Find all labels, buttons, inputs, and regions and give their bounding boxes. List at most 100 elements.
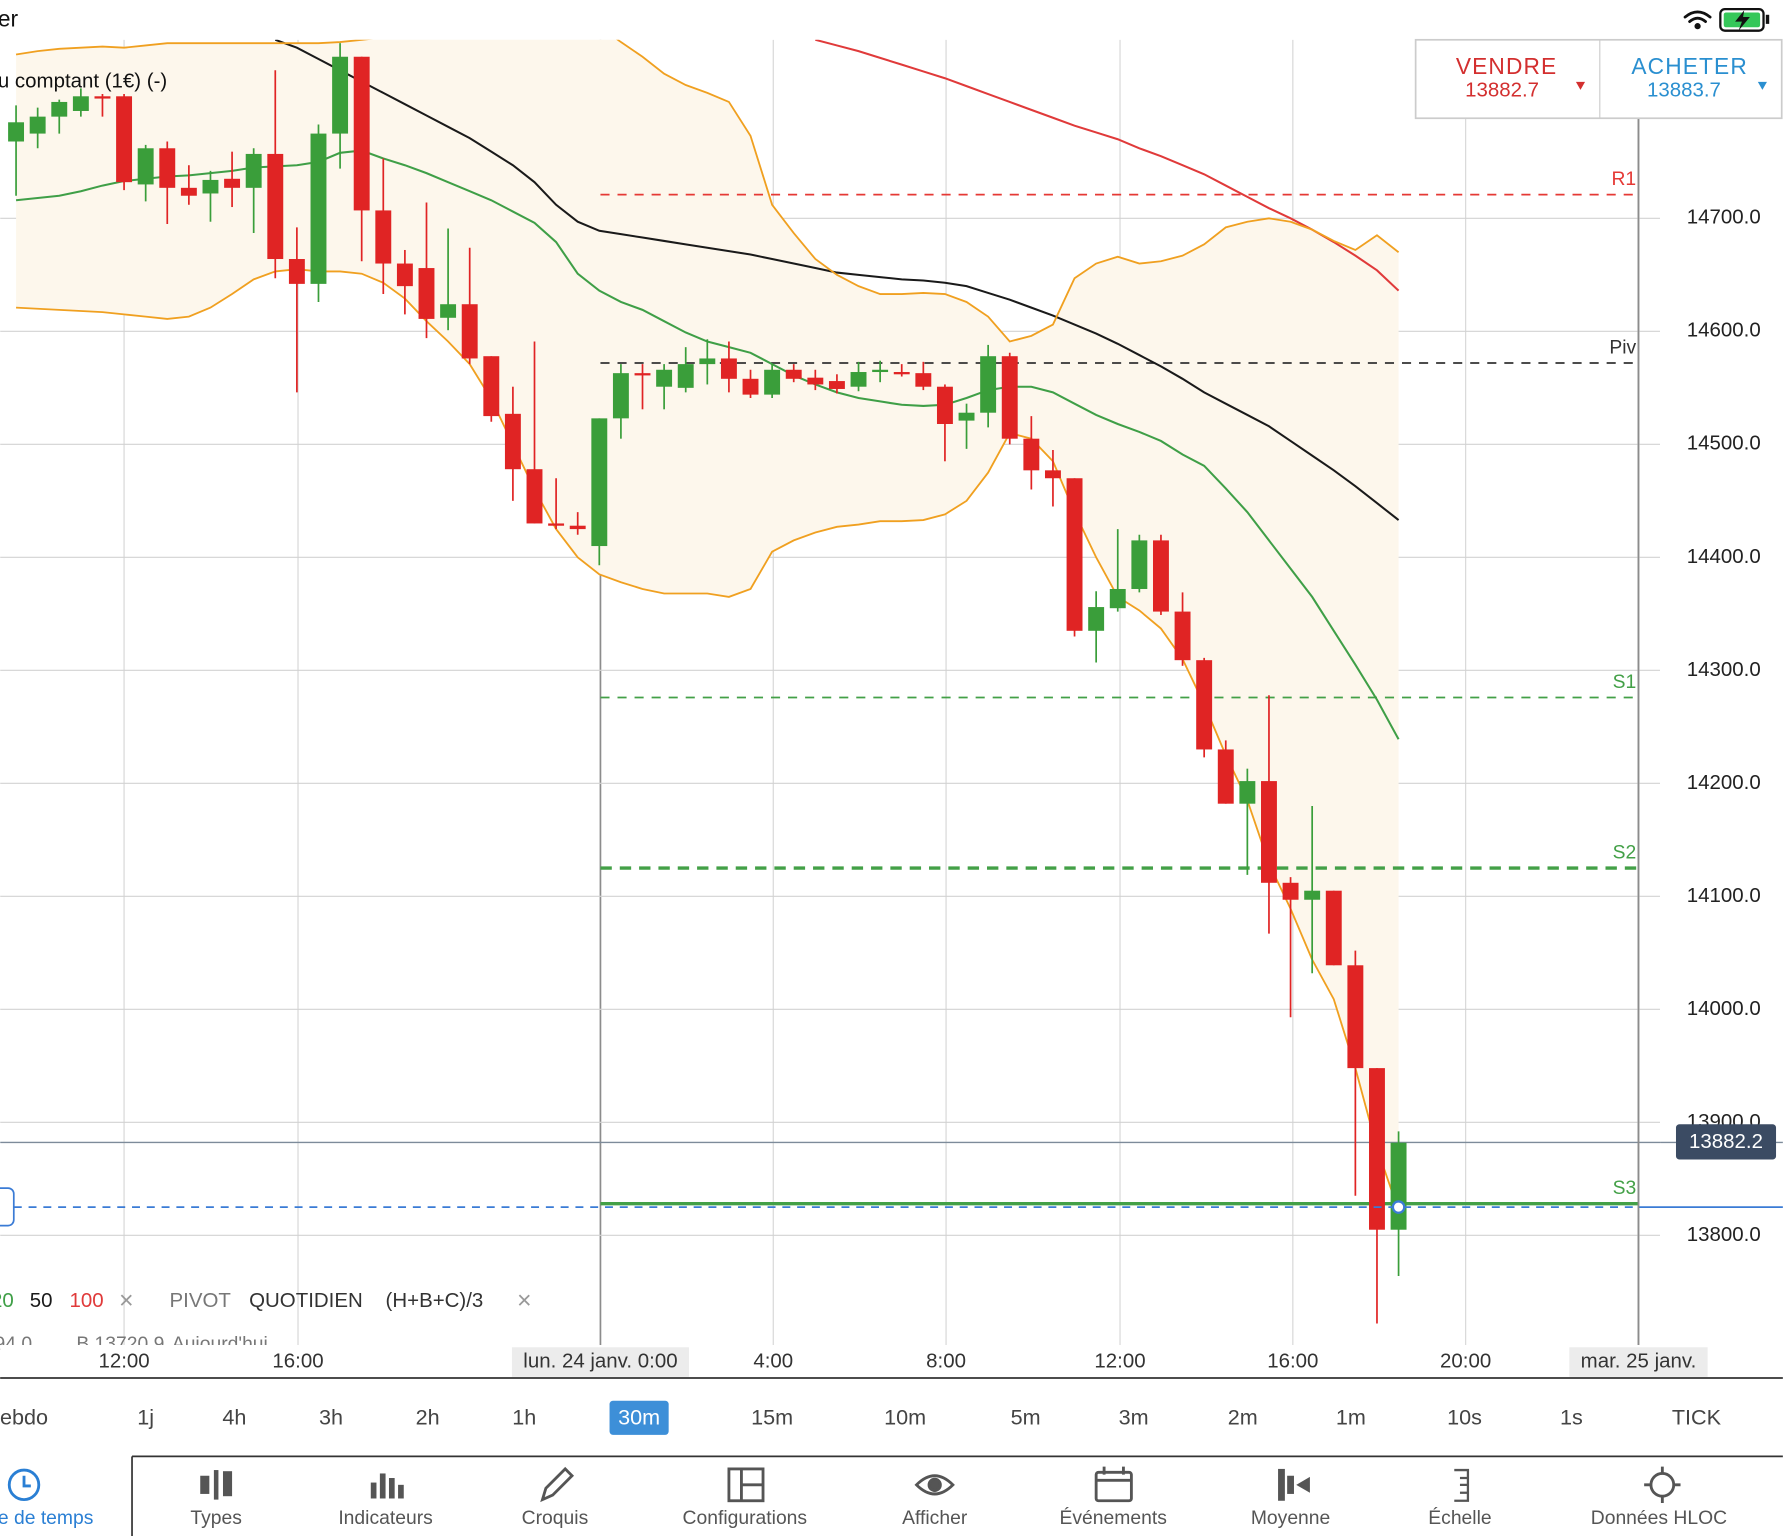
candle-body (1088, 607, 1105, 631)
timeframe-button[interactable]: 4h (222, 1405, 246, 1430)
timeframe-button[interactable]: 1j (137, 1405, 154, 1430)
sell-label[interactable]: VENDRE (1456, 53, 1558, 79)
candle-body (980, 356, 997, 413)
candle-body (461, 304, 478, 359)
timeframe-button[interactable]: 2h (416, 1405, 440, 1430)
candle-body (548, 523, 565, 526)
candle-body (1261, 781, 1277, 883)
x-tick-label: 8:00 (926, 1349, 966, 1372)
x-tick-label: 4:00 (753, 1349, 793, 1372)
candle-body (1044, 470, 1061, 479)
timeframe-button[interactable]: 1s (1560, 1405, 1583, 1430)
moving-average (274, 39, 1400, 521)
timeframe-button[interactable]: 1m (1336, 1405, 1366, 1430)
x-axis: 12:00 16:00 lun. 24 janv. 0:00 4:00 8:00 12:0… (0, 1344, 1783, 1379)
bollinger-band (16, 268, 1400, 1211)
pivot-label: S1 (1613, 672, 1637, 693)
candle-body (936, 386, 953, 425)
y-tick-label: 14100.0 (1687, 884, 1761, 907)
candle-body (958, 412, 975, 421)
wifi-icon (1683, 10, 1712, 30)
candle-body (1001, 356, 1018, 439)
axis-band (0, 1344, 1783, 1378)
candle-body (807, 377, 824, 385)
sell-price[interactable]: 13882.7 (1465, 78, 1539, 101)
buy-price[interactable]: 13883.7 (1647, 78, 1721, 101)
candle-body (828, 381, 845, 389)
candle-body (72, 96, 89, 111)
candle-body (742, 378, 759, 395)
scale-icon (1454, 1468, 1470, 1502)
remove-pivot[interactable]: × (517, 1286, 532, 1314)
candle-body (893, 372, 910, 375)
indicators-icon (370, 1473, 404, 1499)
timeframe-selected (609, 1400, 669, 1435)
timeframe-button[interactable]: 30m (618, 1405, 660, 1430)
pivot-label: PIVOT (170, 1289, 232, 1312)
candle-body (94, 96, 111, 99)
timeframe-button[interactable]: TICK (1672, 1405, 1722, 1430)
candle-body (116, 96, 133, 183)
layout-icon (727, 1467, 765, 1503)
candle-body (180, 187, 197, 196)
calendar-icon (1094, 1466, 1133, 1503)
timeframe-button[interactable]: 2m (1228, 1405, 1258, 1430)
candle-body (850, 372, 867, 387)
toolbar-button[interactable]: e de temps (0, 1508, 93, 1529)
candle-body (353, 56, 370, 211)
toolbar-button[interactable]: Afficher (902, 1508, 968, 1529)
candle-body (310, 133, 327, 284)
legend-entry[interactable]: 20 (0, 1289, 14, 1312)
candle-body (915, 373, 932, 387)
timeframe-button[interactable]: 1h (512, 1405, 536, 1430)
types-icon (200, 1470, 233, 1500)
timeframe-button[interactable]: 3m (1119, 1405, 1149, 1430)
candle-body (51, 101, 68, 117)
order-handle[interactable] (0, 1187, 15, 1227)
last-price-label: 13882.2 (1689, 1130, 1763, 1153)
toolbar-button[interactable]: Croquis (522, 1508, 589, 1529)
toolbar-button[interactable]: Moyenne (1251, 1508, 1330, 1529)
toolbar-button[interactable]: Indicateurs (338, 1508, 432, 1529)
overlay-layer: 13800.013900.014000.014100.014200.014300… (1391, 39, 1783, 1345)
pivot-label: R1 (1611, 169, 1636, 190)
candle-body (1239, 781, 1256, 804)
timeframe-button[interactable]: 10m (884, 1405, 926, 1430)
candle-body (872, 369, 889, 373)
timeframe-button[interactable]: ebdo (0, 1405, 48, 1430)
pivot-label: Piv (1609, 337, 1636, 358)
candle-body (526, 469, 543, 524)
toolbar-button[interactable]: Échelle (1428, 1506, 1491, 1529)
quote-box (1414, 38, 1783, 120)
legend-entry[interactable]: 100 (69, 1289, 103, 1312)
toolbar-button[interactable]: Types (190, 1508, 242, 1529)
candle-body (1325, 890, 1342, 966)
timeframe-button[interactable]: 10s (1447, 1405, 1482, 1430)
candle-body (720, 358, 737, 379)
toolbar-button[interactable]: Données HLOC (1591, 1508, 1727, 1529)
timeframe-button[interactable]: 5m (1011, 1405, 1041, 1430)
x-label-box (511, 1347, 689, 1377)
toolbar-button[interactable]: Configurations (683, 1508, 808, 1529)
instrument-label: u comptant (1€) (-) (0, 69, 167, 92)
candle-body (1282, 882, 1299, 900)
y-tick-label: 14400.0 (1687, 545, 1761, 568)
candle-body (1131, 540, 1148, 589)
timeframe-bar: ebdo 1j 4h 3h 2h 1h 30m 15m 10m 5m 3m 2m 1m 10s 1s TICK (0, 1400, 1722, 1435)
marker-point (1391, 1200, 1406, 1214)
y-tick-label: 14200.0 (1687, 771, 1761, 794)
candle-body (8, 122, 25, 142)
remove-ma[interactable]: × (119, 1286, 134, 1314)
x-tick-label: 16:00 (1267, 1349, 1318, 1372)
candle-body (1066, 478, 1083, 631)
x-tick-label: lun. 24 janv. 0:00 (523, 1349, 677, 1372)
quote-panel[interactable]: VENDRE 13882.7 ACHETER 13883.7 (1414, 38, 1783, 120)
toolbar-button[interactable]: Événements (1060, 1506, 1167, 1529)
legend-entry[interactable]: 50 (30, 1289, 53, 1312)
candle-body (1023, 438, 1040, 471)
timeframe-button[interactable]: 15m (751, 1405, 793, 1430)
buy-label[interactable]: ACHETER (1631, 53, 1748, 79)
carrier: er (0, 5, 19, 31)
timeframe-button[interactable]: 3h (319, 1405, 343, 1430)
